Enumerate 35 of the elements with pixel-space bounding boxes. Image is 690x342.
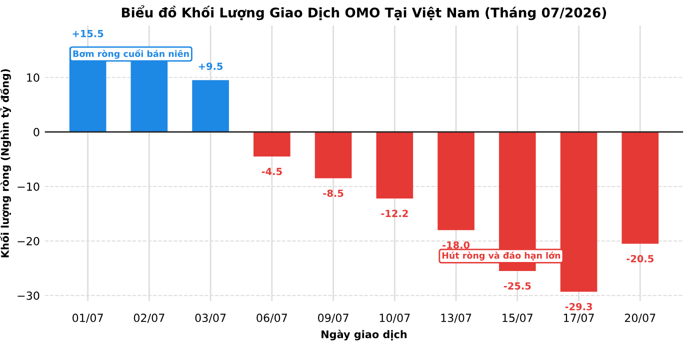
x-tick-label: 01/07	[72, 314, 103, 323]
bar	[376, 132, 414, 198]
bar	[254, 132, 290, 156]
x-tick-label: 17/07	[564, 314, 594, 323]
x-tick-label: 02/07	[134, 314, 164, 323]
annotation: Bơm ròng cuối bán niên	[73, 49, 189, 59]
y-axis-title: Khối lượng ròng (Nghìn tỷ đồng)	[0, 69, 11, 258]
y-tick-label: 10	[27, 73, 40, 82]
data-label: -29.3	[565, 302, 592, 310]
x-axis-title: Ngày giao dịch	[322, 330, 407, 340]
data-label: -4.5	[262, 168, 282, 176]
data-label: +15.5	[72, 30, 104, 38]
bar	[192, 80, 229, 132]
x-tick-label: 13/07	[441, 314, 472, 323]
bar	[622, 132, 659, 244]
x-tick-label: 20/07	[624, 314, 656, 323]
y-tick-label: −20	[18, 236, 40, 246]
data-label: +9.5	[198, 62, 223, 70]
x-tick-label: 09/07	[318, 314, 348, 323]
data-label: -20.5	[626, 255, 654, 262]
y-tick-label: −10	[18, 182, 40, 191]
data-label: -18.0	[442, 241, 470, 249]
annotation: Hút ròng và đáo hạn lớn	[442, 252, 560, 261]
chart-title: Biểu đồ Khối Lượng Giao Dịch OMO Tại Việt Nam (Tháng 07/2026)	[122, 5, 606, 20]
y-tick-label: −30	[18, 291, 40, 300]
x-tick-label: 03/07	[195, 314, 226, 323]
x-tick-label: 10/07	[380, 314, 410, 323]
x-tick-label: 06/07	[256, 314, 287, 323]
data-label: -8.5	[323, 190, 344, 197]
bar	[314, 132, 352, 178]
data-label: -12.2	[381, 210, 408, 217]
data-label: -25.5	[504, 282, 531, 290]
bar	[438, 132, 474, 230]
y-tick-label: 0	[34, 128, 40, 136]
x-tick-label: 15/07	[502, 314, 532, 323]
